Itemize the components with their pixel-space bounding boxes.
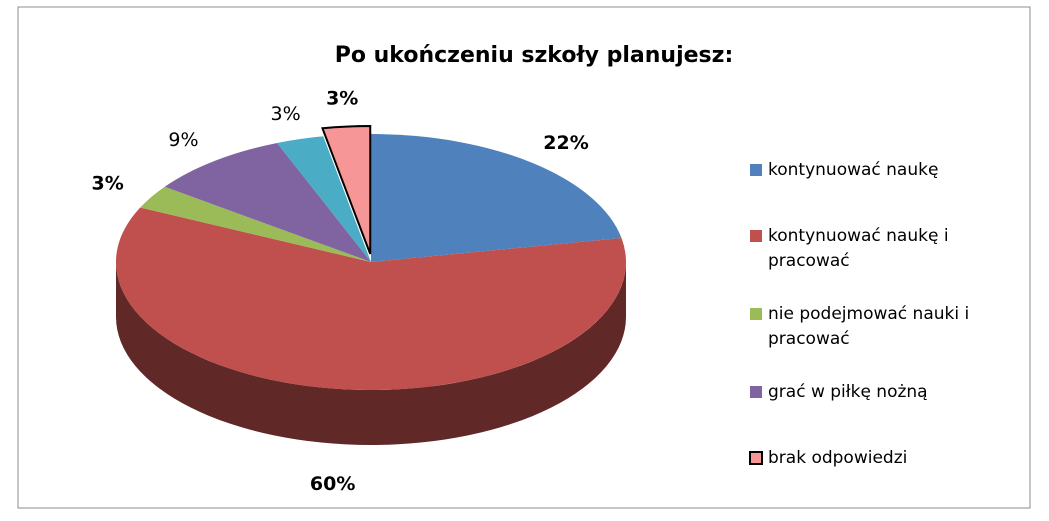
legend-swatch xyxy=(750,164,762,176)
legend-label: kontynuować naukę xyxy=(768,160,938,180)
data-label: 3% xyxy=(326,88,358,110)
pie-sides xyxy=(116,262,626,445)
legend-line: nie podejmować nauki i xyxy=(768,304,969,324)
data-label: 3% xyxy=(91,172,123,194)
legend-swatch xyxy=(750,386,762,398)
legend-label: grać w piłkę nożną xyxy=(768,382,928,402)
pie-tops xyxy=(116,125,627,390)
data-label: 3% xyxy=(271,103,301,125)
pie-slice xyxy=(321,125,372,255)
pie-slice xyxy=(277,136,371,262)
legend-label: brak odpowiedzi xyxy=(768,448,907,468)
data-label: 9% xyxy=(168,129,198,151)
data-label: 60% xyxy=(310,473,355,495)
pie-slice xyxy=(140,186,371,262)
pie-side xyxy=(116,262,626,445)
legend-swatch xyxy=(749,451,763,465)
legend-line: kontynuować naukę i xyxy=(768,226,949,246)
pie-slice xyxy=(371,134,622,262)
legend-line: pracować xyxy=(768,251,850,271)
data-label: 22% xyxy=(543,132,588,154)
legend-swatch xyxy=(750,308,762,320)
legend-swatch xyxy=(750,230,762,242)
pie-slice xyxy=(116,207,627,390)
pie-slice xyxy=(164,142,371,262)
legend-line: pracować xyxy=(768,329,850,349)
legend-label: kontynuować naukę i pracować xyxy=(768,226,949,271)
legend-label: nie podejmować nauki i pracować xyxy=(768,304,969,349)
chart-title: Po ukończeniu szkoły planujesz: xyxy=(335,43,734,68)
